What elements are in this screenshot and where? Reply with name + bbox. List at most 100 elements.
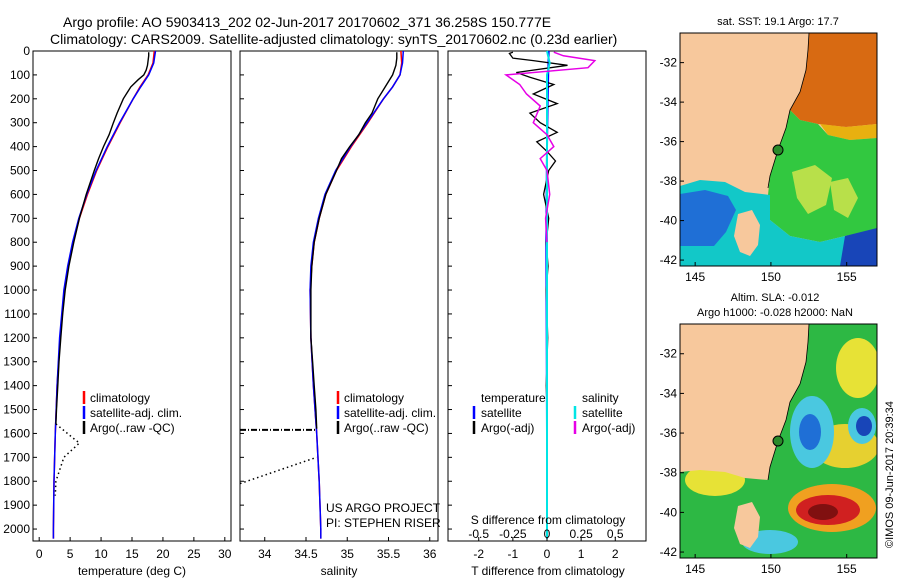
sla-low-eddy-core xyxy=(799,414,821,450)
depth-tick-label: 900 xyxy=(10,259,30,273)
map-y-tick-label: -36 xyxy=(660,426,678,440)
imos-credit: ©IMOS 09-Jun-2017 20:39:34 xyxy=(884,401,896,548)
x-tick-label: 36 xyxy=(423,547,437,561)
series-salinity-argo-adj xyxy=(503,51,597,243)
legend-temp-argo-label: Argo(-adj) xyxy=(481,421,534,435)
sst-map-title: sat. SST: 19.1 Argo: 17.7 xyxy=(717,16,839,28)
legend-argo-label: Argo(..raw -QC) xyxy=(344,421,429,435)
depth-tick-label: 1400 xyxy=(3,379,30,393)
sst-coastline xyxy=(767,33,810,189)
series-temperature-argo-adj xyxy=(508,51,568,410)
legend-salinity-title: salinity xyxy=(582,391,619,405)
map-x-tick-label: 155 xyxy=(837,270,857,284)
x-tick-label: 0 xyxy=(36,547,43,561)
sla-low-east-core xyxy=(856,416,872,436)
depth-tick-label: 700 xyxy=(10,211,30,225)
series-argo-raw-qc xyxy=(310,52,398,429)
sst-front xyxy=(820,124,877,140)
map-x-tick-label: 145 xyxy=(685,562,705,576)
legend-climatology-label: climatology xyxy=(344,391,404,405)
legend-sal-satellite-label: satellite xyxy=(582,406,623,420)
sst-map-frame xyxy=(679,32,878,267)
salinity-panel-frame xyxy=(239,50,439,542)
legend-temperature-title: temperature xyxy=(481,391,546,405)
difference-panel: -2 -1 0 1 2 S difference from climatology -0… xyxy=(468,50,635,578)
temperature-x-ticks: 0 5 10 15 20 25 30 xyxy=(36,537,232,561)
depth-tick-label: 200 xyxy=(10,92,30,106)
x-tick-label: 1 xyxy=(578,547,585,561)
sst-warm-eddy-2 xyxy=(830,178,858,218)
salinity-legend: climatology satellite-adj. clim. Argo(..… xyxy=(336,391,436,435)
sla-map-title-line2: Argo h1000: -0.028 h2000: NaN xyxy=(697,307,853,319)
x-tick-label: 0 xyxy=(544,547,551,561)
sst-argo-location-marker xyxy=(772,144,784,156)
s-tick-label: 0.5 xyxy=(607,527,624,541)
s-difference-axis-label: S difference from climatology xyxy=(471,513,626,527)
x-tick-label: 35 xyxy=(341,547,355,561)
series-argo-raw-qc xyxy=(55,52,150,424)
sla-high-south-peak xyxy=(808,504,838,520)
salinity-axis-label: salinity xyxy=(321,564,358,578)
temperature-axis-label: temperature (deg C) xyxy=(78,564,186,578)
map-y-tick-label: -32 xyxy=(660,56,678,70)
sst-tasmania xyxy=(734,210,760,256)
depth-tick-label: 1200 xyxy=(3,331,30,345)
sst-bass-strait-water xyxy=(680,190,736,246)
x-tick-label: 34 xyxy=(258,547,272,561)
map-x-tick-label: 150 xyxy=(761,270,781,284)
x-tick-label: 30 xyxy=(218,547,232,561)
sst-cold-water xyxy=(840,228,877,266)
salinity-x-ticks: 34 34.5 35 35.5 36 xyxy=(258,537,437,561)
x-tick-label: 20 xyxy=(156,547,170,561)
sst-warm-water xyxy=(790,33,877,127)
depth-tick-label: 1300 xyxy=(3,355,30,369)
x-tick-label: 2 xyxy=(612,547,619,561)
x-tick-label: 5 xyxy=(67,547,74,561)
x-tick-label: -2 xyxy=(473,547,484,561)
series-climatology xyxy=(309,50,403,539)
depth-tick-label: 1800 xyxy=(3,474,30,488)
map-y-tick-label: -38 xyxy=(660,174,678,188)
map-y-tick-label: -40 xyxy=(660,505,678,519)
map-y-tick-label: -34 xyxy=(660,386,678,400)
map-y-tick-label: -32 xyxy=(660,347,678,361)
x-tick-label: 35.5 xyxy=(377,547,401,561)
depth-tick-label: 300 xyxy=(10,116,30,130)
sla-argo-location-marker xyxy=(772,435,784,447)
x-tick-label: 34.5 xyxy=(294,547,318,561)
depth-tick-label: 1500 xyxy=(3,403,30,417)
x-tick-label: 15 xyxy=(125,547,139,561)
pi-annotation: PI: STEPHEN RISER xyxy=(326,516,441,530)
temperature-legend: climatology satellite-adj. clim. Argo(..… xyxy=(82,391,182,435)
series-climatology xyxy=(52,50,156,539)
depth-tick-label: 0 xyxy=(23,44,30,58)
figure-title-line2: Climatology: CARS2009. Satellite-adjuste… xyxy=(50,31,617,47)
legend-argo-label: Argo(..raw -QC) xyxy=(90,421,175,435)
series-argo-raw-qc-flagged xyxy=(54,423,81,496)
sst-map xyxy=(680,33,877,266)
sla-map-ticks: 145 150 155 -32 -34 -36 -38 -40 -42 xyxy=(660,347,857,576)
map-y-tick-label: -40 xyxy=(660,214,678,228)
map-y-tick-label: -38 xyxy=(660,466,678,480)
s-tick-label: -0.5 xyxy=(468,527,489,541)
map-y-tick-label: -34 xyxy=(660,95,678,109)
sst-map-ticks: 145 150 155 -32 -34 -36 -38 -40 -42 xyxy=(660,56,857,284)
depth-tick-label: 400 xyxy=(10,140,30,154)
legend-satellite-label: satellite-adj. clim. xyxy=(90,406,182,420)
s-tick-label: 0.25 xyxy=(569,527,593,541)
depth-axis: 0 100 200 300 400 500 600 700 800 900 1000 1100 1200… xyxy=(3,44,452,536)
map-x-tick-label: 145 xyxy=(685,270,705,284)
sla-map-frame xyxy=(679,323,878,559)
depth-tick-label: 1700 xyxy=(3,450,30,464)
t-difference-axis-label: T difference from climatology xyxy=(471,564,625,578)
map-y-tick-label: -42 xyxy=(660,253,678,267)
depth-tick-label: 1900 xyxy=(3,498,30,512)
depth-tick-label: 1000 xyxy=(3,283,30,297)
series-argo-raw-flagged-slant xyxy=(239,456,317,485)
sla-coastline xyxy=(767,324,810,481)
difference-x-ticks: -2 -1 0 1 2 xyxy=(473,537,619,561)
legend-sal-argo-label: Argo(-adj) xyxy=(582,421,635,435)
series-satellite-adj-clim xyxy=(52,50,157,539)
s-difference-ticks: -0.5 -0.25 0 0.25 0.5 xyxy=(468,527,624,541)
